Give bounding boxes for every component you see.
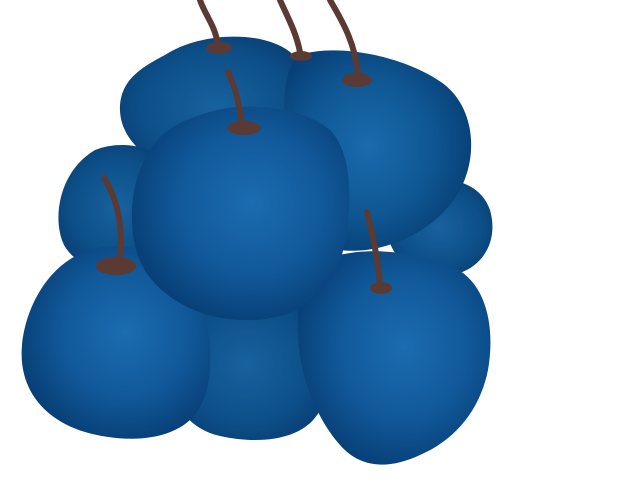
stem-right [364, 209, 392, 294]
stem-top-left [197, 0, 232, 54]
plum-center [131, 106, 350, 321]
stem-top-middle [277, 0, 312, 61]
plum-bottom-left [21, 246, 211, 439]
plum-bottom-right [297, 251, 491, 465]
stem-left [96, 175, 136, 275]
stem-top-right [327, 0, 372, 87]
stem-center [225, 69, 261, 135]
